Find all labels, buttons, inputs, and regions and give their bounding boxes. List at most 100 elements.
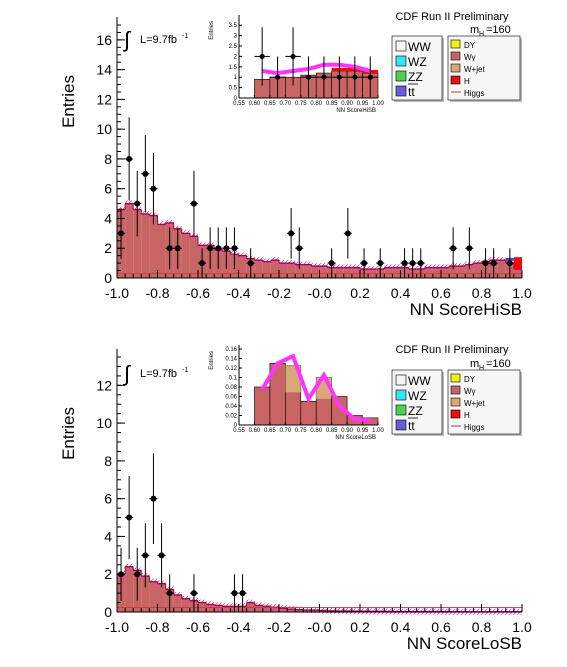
lumi-superscript: -1 xyxy=(182,33,188,40)
background-bin xyxy=(441,267,450,278)
x-tick-label: 1.0 xyxy=(512,619,532,635)
background-bin xyxy=(262,261,271,278)
inset-data-point xyxy=(352,74,358,80)
legend-swatch xyxy=(450,63,461,73)
inset-x-tick-label: 0.75 xyxy=(295,101,307,107)
background-bin xyxy=(181,598,190,612)
y-tick-label: 4 xyxy=(104,528,112,544)
background-bin xyxy=(384,267,393,278)
inset-x-tick-label: 1.00 xyxy=(372,101,384,107)
inset-y-tick-label: 0.16 xyxy=(225,347,237,353)
x-tick-label: 0.8 xyxy=(472,285,492,301)
legend-label: ZZ xyxy=(408,70,423,84)
y-tick-label: 10 xyxy=(96,121,112,137)
x-tick-label: -0.6 xyxy=(186,619,210,635)
inset-y-tick-label: 0.02 xyxy=(225,414,237,420)
data-point xyxy=(118,230,125,237)
legend-label: ZZ xyxy=(408,404,423,418)
background-bin xyxy=(473,263,482,278)
legend-swatch xyxy=(450,75,461,85)
y-tick-label: 0 xyxy=(104,604,112,620)
background-bin xyxy=(157,224,166,278)
inset-x-tick-label: 0.60 xyxy=(249,101,261,107)
x-tick-label: -0.2 xyxy=(267,285,291,301)
inset-x-tick-label: 0.65 xyxy=(264,428,276,434)
header-label: CDF Run II Preliminary xyxy=(395,344,509,356)
x-tick-label: 0.4 xyxy=(391,285,411,301)
y-tick-label: 2 xyxy=(104,566,112,582)
inset-y-tick-label: 0.14 xyxy=(225,357,237,363)
data-point xyxy=(231,590,238,597)
data-point xyxy=(199,260,206,267)
data-point xyxy=(344,230,351,237)
inset-data-point xyxy=(290,53,296,60)
data-point xyxy=(150,185,157,192)
x-tick-label: -1.0 xyxy=(105,619,129,635)
data-point xyxy=(158,552,165,559)
x-tick-label: 0.4 xyxy=(391,619,411,635)
integral-symbol: ∫ xyxy=(122,27,132,52)
data-point xyxy=(166,245,173,252)
background-bin xyxy=(189,236,198,278)
data-point xyxy=(482,260,489,267)
data-point xyxy=(466,245,473,252)
background-bin xyxy=(497,260,506,278)
data-point xyxy=(288,230,295,237)
inset-x-tick-label: 0.70 xyxy=(279,428,291,434)
data-point xyxy=(361,260,368,267)
y-tick-label: 8 xyxy=(104,151,112,167)
y-tick-label: 4 xyxy=(104,210,112,226)
background-bin xyxy=(319,266,328,278)
legend-swatch-wz xyxy=(395,55,407,67)
background-bin xyxy=(457,266,466,278)
x-tick-label: 0.2 xyxy=(350,619,370,635)
inset-x-tick-label: 0.75 xyxy=(295,428,307,434)
x-tick-label: -0.6 xyxy=(186,285,210,301)
data-point xyxy=(142,552,149,559)
legend-swatch xyxy=(450,373,461,383)
background-bin xyxy=(238,255,247,278)
y-axis-title: Entries xyxy=(59,407,78,460)
mass-value: =160 xyxy=(486,358,511,370)
background-bin xyxy=(173,595,182,612)
data-point xyxy=(174,245,181,252)
background-bin xyxy=(449,266,458,278)
data-point xyxy=(417,260,424,267)
background-bin xyxy=(287,263,296,278)
data-point xyxy=(401,260,408,267)
inset-y-tick-label: 0 xyxy=(234,96,238,102)
inset-x-tick-label: 0.95 xyxy=(357,101,369,107)
x-tick-label: -0.8 xyxy=(145,285,169,301)
inset-x-tick-label: 0.85 xyxy=(326,101,338,107)
inset-y-tick-label: 3 xyxy=(234,34,238,40)
data-point xyxy=(126,155,133,162)
inset-x-tick-label: 0.55 xyxy=(233,101,245,107)
integral-symbol: ∫ xyxy=(122,361,132,386)
legend-label: H xyxy=(464,77,470,86)
background-bin xyxy=(254,260,263,278)
legend-label: WZ xyxy=(408,389,427,403)
data-point xyxy=(247,260,254,267)
legend-label: WW xyxy=(408,40,431,54)
y-tick-label: 0 xyxy=(104,270,112,286)
legend-label: tt xyxy=(408,419,415,433)
y-tick-label: 12 xyxy=(96,91,112,107)
inset-x-title: NN ScoreLoSB xyxy=(335,435,376,441)
data-point xyxy=(377,260,384,267)
data-point xyxy=(450,245,457,252)
legend-swatch xyxy=(450,397,461,407)
background-bin xyxy=(392,267,401,278)
mass-label: m xyxy=(470,358,479,370)
legend-label: DY xyxy=(464,375,476,384)
legend-swatch xyxy=(450,39,461,49)
legend-swatch-ww xyxy=(395,40,407,52)
mass-label: m xyxy=(470,24,479,36)
data-point xyxy=(506,260,513,267)
lumi-label: L=9.7fb xyxy=(140,34,177,46)
chart-panel-1: -1.0 -0.8 -0.6 -0.4 -0.2 -0.0 0.2 0.4 0.6 0.8 1.00… xyxy=(59,10,532,319)
x-axis-title: NN ScoreHiSB xyxy=(410,300,522,319)
background-bin xyxy=(141,214,150,278)
inset-x-tick-label: 0.80 xyxy=(310,428,322,434)
inset-y-tick-label: 0.06 xyxy=(225,395,237,401)
lumi-label: L=9.7fb xyxy=(140,368,177,380)
